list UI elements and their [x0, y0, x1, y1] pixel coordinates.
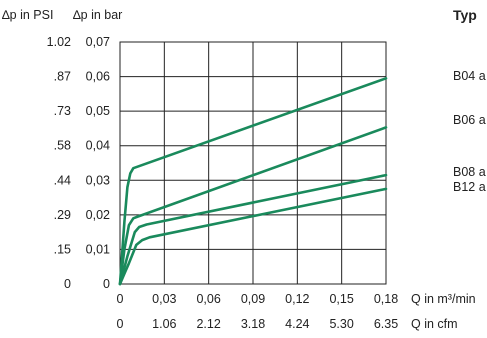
- series-line-3: [118, 173, 388, 286]
- y-tick-label-bar: 0,05: [86, 104, 110, 118]
- series-line-4: [118, 187, 388, 286]
- series-lines: [118, 77, 388, 286]
- y-axis-label-psi: ∆p in PSI: [2, 8, 53, 22]
- y-axis-ticks: 0 0,01 0,02 0,03 0,04 0,05 0,06 0,07 0 .15 .29 .44.…: [47, 35, 110, 291]
- y-tick-label-bar: 0,06: [86, 70, 110, 84]
- y-tick-label-psi: 0: [64, 277, 71, 291]
- y-tick-label-bar: 0,04: [86, 139, 110, 153]
- x-tick-label-cfm: 1.06: [152, 317, 176, 331]
- legend-label: B06 a: [453, 113, 486, 127]
- x-axis-label-m3: Q in m³/min: [411, 292, 476, 306]
- y-tick-label-psi: .29: [54, 208, 71, 222]
- y-tick-label-psi: .87: [54, 70, 71, 84]
- x-tick-label-cfm: 4.24: [285, 317, 309, 331]
- y-tick-label-psi: .58: [54, 139, 71, 153]
- legend-label: B12 a: [453, 180, 486, 194]
- x-tick-label-cfm: 0: [117, 317, 124, 331]
- x-axis-ticks: 0 0,03 0,06 0,09 0,12 0,15 0,18 0 1.06 2.12 3.18 4.…: [117, 292, 399, 331]
- y-tick-label-bar: 0,07: [86, 35, 110, 49]
- x-tick-label-m3: 0,06: [196, 292, 220, 306]
- y-tick-label-bar: 0: [103, 277, 110, 291]
- y-tick-label-bar: 0,01: [86, 242, 110, 256]
- legend-label: B08 a: [453, 165, 486, 179]
- series-line-2: [118, 126, 388, 286]
- y-tick-label-psi: 1.02: [47, 35, 71, 49]
- legend-label: B04 a: [453, 69, 486, 83]
- x-tick-label-m3: 0,18: [374, 292, 398, 306]
- x-axis-label-cfm: Q in cfm: [411, 317, 458, 331]
- y-tick-label-psi: .15: [54, 242, 71, 256]
- chart-title: Typ: [453, 7, 477, 23]
- x-tick-label-cfm: 5.30: [329, 317, 353, 331]
- y-tick-label-bar: 0,02: [86, 208, 110, 222]
- series-line-1: [118, 77, 388, 286]
- x-tick-label-cfm: 3.18: [241, 317, 265, 331]
- x-tick-label-m3: 0,15: [329, 292, 353, 306]
- x-tick-label-cfm: 2.12: [196, 317, 220, 331]
- y-axis-label-bar: ∆p in bar: [73, 8, 122, 22]
- y-tick-label-psi: .44: [54, 173, 71, 187]
- x-tick-label-m3: 0,03: [152, 292, 176, 306]
- grid-lines: [120, 42, 386, 284]
- y-tick-label-bar: 0,03: [86, 173, 110, 187]
- x-tick-label-m3: 0,09: [241, 292, 265, 306]
- x-tick-label-m3: 0,12: [285, 292, 309, 306]
- x-tick-label-m3: 0: [117, 292, 124, 306]
- y-tick-label-psi: .73: [54, 104, 71, 118]
- x-tick-label-cfm: 6.35: [374, 317, 398, 331]
